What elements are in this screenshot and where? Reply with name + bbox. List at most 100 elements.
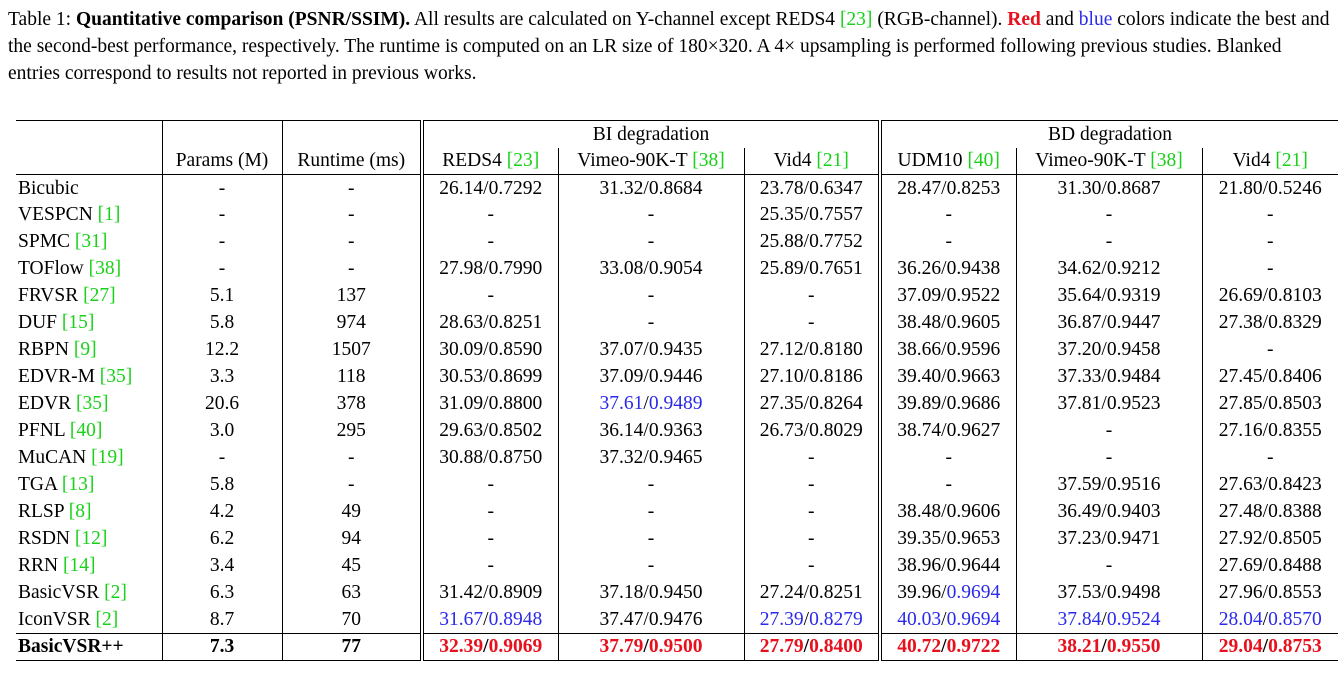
table-row: VESPCN [1] - - - -25.35/0.7557- - - — [16, 201, 1338, 229]
metric-cell: - — [557, 498, 744, 526]
params-cell: 5.8 — [161, 309, 282, 337]
metric-cell: - — [420, 552, 558, 580]
citation-link[interactable]: [19] — [91, 447, 124, 469]
metric-cell: - — [1201, 444, 1338, 472]
metric-separator: / — [941, 609, 947, 630]
citation-link[interactable]: [14] — [62, 555, 96, 577]
bi-reds4-header: REDS4 [23] — [420, 147, 558, 175]
runtime-cell: - — [281, 201, 422, 229]
metric-cell: 38.96/0.9644 — [878, 552, 1016, 580]
citation-link[interactable]: [35] — [99, 366, 133, 388]
metric-cell: - — [1201, 336, 1338, 364]
metric-cell: - — [1015, 444, 1202, 472]
params-cell: - — [161, 174, 282, 202]
method-name: FRVSR — [18, 285, 79, 307]
metric-cell: - — [420, 471, 558, 499]
dataset-name: Vid4 — [773, 150, 812, 171]
metric-cell: 36.49/0.9403 — [1015, 498, 1202, 526]
empty-header-cell — [161, 120, 282, 148]
method-name-cell: BasicVSR++ — [16, 633, 162, 661]
citation-link[interactable]: [38] — [88, 258, 122, 280]
metric-separator: / — [803, 609, 810, 630]
table-row: RBPN [9] 12.2 1507 30.09/0.8590 37.07/0.9435… — [16, 336, 1338, 364]
metric-cell: - — [1015, 417, 1202, 445]
caption-cite-reds4[interactable]: [23] — [839, 9, 873, 30]
metric-separator: / — [643, 636, 649, 658]
metric-cell: 27.24/0.8251 — [743, 579, 880, 607]
citation-link[interactable]: [13] — [61, 474, 95, 496]
table-row: EDVR-M [35] 3.3 118 30.53/0.8699 37.09/0.944… — [16, 363, 1338, 391]
metric-cell: 27.85/0.8503 — [1201, 390, 1338, 418]
citation-link[interactable]: [12] — [74, 528, 108, 550]
method-name: DUF — [18, 312, 58, 334]
metric-cell: 27.35/0.8264 — [743, 390, 880, 418]
citation-link[interactable]: [21] — [816, 150, 849, 171]
params-cell: 6.3 — [161, 579, 282, 607]
metric-cell: 26.69/0.8103 — [1201, 282, 1338, 310]
metric-cell: 26.14/0.7292 — [420, 174, 558, 202]
method-name: EDVR — [18, 393, 72, 415]
metric-cell: 38.74/0.9627 — [878, 417, 1016, 445]
method-name: RLSP — [18, 501, 64, 523]
psnr-value: 27.39 — [759, 609, 804, 630]
citation-link[interactable]: [31] — [74, 231, 108, 253]
metric-cell: 36.14/0.9363 — [557, 417, 744, 445]
metric-cell: - — [420, 282, 558, 310]
metric-cell: 28.63/0.8251 — [420, 309, 558, 337]
citation-link[interactable]: [2] — [95, 609, 119, 630]
caption-text-1: All results are calculated on Y-channel … — [410, 9, 840, 30]
caption-text-3: and — [1040, 9, 1079, 30]
method-name-cell: RRN [14] — [16, 553, 162, 580]
metric-cell: - — [743, 498, 880, 526]
metric-cell: - — [743, 444, 880, 472]
metric-cell: 37.09/0.9446 — [557, 363, 744, 391]
method-name-cell: DUF [15] — [16, 310, 162, 337]
method-name-cell: TGA [13] — [16, 472, 162, 499]
citation-link[interactable]: [23] — [506, 150, 540, 171]
method-name: PFNL — [18, 420, 65, 442]
citation-link[interactable]: [35] — [75, 393, 109, 415]
table-row: DUF [15] 5.8 974 28.63/0.8251- -38.48/0.9605… — [16, 309, 1338, 337]
metric-cell: - — [743, 309, 880, 337]
psnr-value: 37.79 — [599, 636, 644, 658]
table-row: MuCAN [19] - -30.88/0.8750 37.32/0.9465- - - - — [16, 444, 1338, 472]
metric-cell: - — [1201, 255, 1338, 283]
citation-link[interactable]: [8] — [68, 501, 92, 523]
citation-link[interactable]: [38] — [692, 150, 725, 171]
dataset-name: REDS4 — [442, 150, 502, 171]
citation-link[interactable]: [1] — [97, 204, 121, 226]
ssim-value: 0.8400 — [809, 636, 863, 658]
metric-cell: - — [878, 201, 1016, 229]
metric-cell: 38.21/0.9550 — [1015, 633, 1202, 661]
metric-cell: 37.84/0.9524 — [1015, 606, 1202, 634]
citation-link[interactable]: [21] — [1275, 150, 1308, 171]
metric-cell: 38.66/0.9596 — [878, 336, 1016, 364]
column-header-row: Params (M) Runtime (ms) REDS4 [23] Vimeo… — [16, 147, 1338, 175]
metric-cell: 36.26/0.9438 — [878, 255, 1016, 283]
citation-link[interactable]: [38] — [1150, 150, 1183, 171]
metric-cell: - — [557, 552, 744, 580]
runtime-header: Runtime (ms) — [281, 147, 422, 175]
ssim-value: 0.8948 — [488, 609, 543, 630]
citation-link[interactable]: [9] — [73, 339, 97, 361]
ssim-value: 0.9489 — [648, 393, 703, 415]
bi-vid4-header: Vid4 [21] — [743, 147, 880, 175]
psnr-value: 37.84 — [1057, 609, 1102, 630]
citation-link[interactable]: [40] — [69, 420, 103, 442]
params-cell: 5.1 — [161, 282, 282, 310]
citation-link[interactable]: [27] — [83, 285, 116, 307]
psnr-value: 27.79 — [759, 636, 804, 658]
citation-link[interactable]: [2] — [104, 582, 127, 604]
ssim-value: 0.9524 — [1106, 609, 1161, 630]
bd-vid4-header: Vid4 [21] — [1201, 147, 1338, 175]
metric-separator: / — [803, 636, 810, 658]
metric-cell: 30.09/0.8590 — [420, 336, 558, 364]
metric-cell: 37.23/0.9471 — [1015, 525, 1202, 553]
method-name-cell: MuCAN [19] — [16, 445, 162, 472]
metric-cell: 35.64/0.9319 — [1015, 282, 1202, 310]
citation-link[interactable]: [15] — [61, 312, 95, 334]
citation-link[interactable]: [40] — [967, 150, 1000, 171]
ssim-value: 0.9500 — [648, 636, 703, 658]
table-row: TGA [13] 5.8- - - - -37.59/0.9516 27.63/0.8423 — [16, 471, 1338, 499]
runtime-cell: 118 — [281, 363, 422, 391]
